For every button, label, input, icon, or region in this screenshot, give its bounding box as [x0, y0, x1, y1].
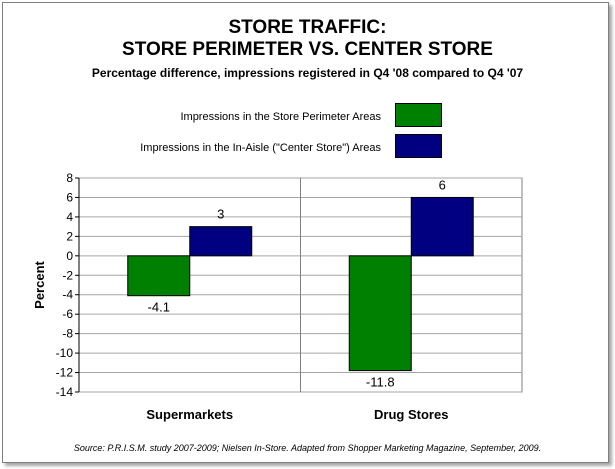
y-tick-label: -10	[56, 346, 74, 360]
legend-swatch-center-store	[395, 134, 442, 158]
x-category-label: Supermarkets	[146, 407, 233, 422]
data-label: 3	[217, 207, 224, 222]
y-tick-label: 4	[66, 210, 73, 224]
data-label: -4.1	[148, 300, 170, 315]
data-label: 6	[439, 177, 446, 192]
bar	[189, 226, 253, 257]
data-label: -11.8	[366, 375, 395, 390]
bar	[348, 255, 412, 372]
y-tick-label: -4	[62, 288, 73, 302]
y-tick-label: 2	[66, 229, 73, 243]
x-category-label: Drug Stores	[374, 407, 448, 422]
chart-title: STORE TRAFFIC:	[228, 17, 387, 38]
legend-swatch-perimeter	[395, 103, 442, 127]
y-tick-label: -12	[56, 366, 74, 380]
bars	[127, 196, 474, 372]
legend-label-center-store: Impressions in the In-Aisle ("Center Sto…	[140, 142, 381, 154]
bar	[127, 255, 191, 297]
labels: 8 6 4 2 0 -2 -4 -6 -8 -10 -12 -14 -4.1 3 Supermarkets -…	[32, 171, 448, 422]
source-note: Source: P.R.I.S.M. study 2007-2009; Niel…	[73, 443, 542, 453]
y-tick-label: 0	[66, 249, 73, 263]
y-tick-label: -14	[56, 385, 74, 399]
legend-label-perimeter: Impressions in the Store Perimeter Areas	[180, 111, 381, 123]
y-tick-label: 6	[66, 190, 73, 204]
y-tick-label: -2	[62, 268, 73, 282]
chart-title-line2: STORE PERIMETER VS. CENTER STORE	[122, 39, 493, 60]
y-tick-label: -6	[62, 307, 73, 321]
y-tick-label: -8	[62, 327, 73, 341]
bar	[410, 196, 474, 257]
y-tick-label: 8	[66, 171, 73, 185]
y-axis-title: Percent	[32, 260, 47, 308]
chart-subtitle: Percentage difference, impressions regis…	[91, 66, 524, 80]
